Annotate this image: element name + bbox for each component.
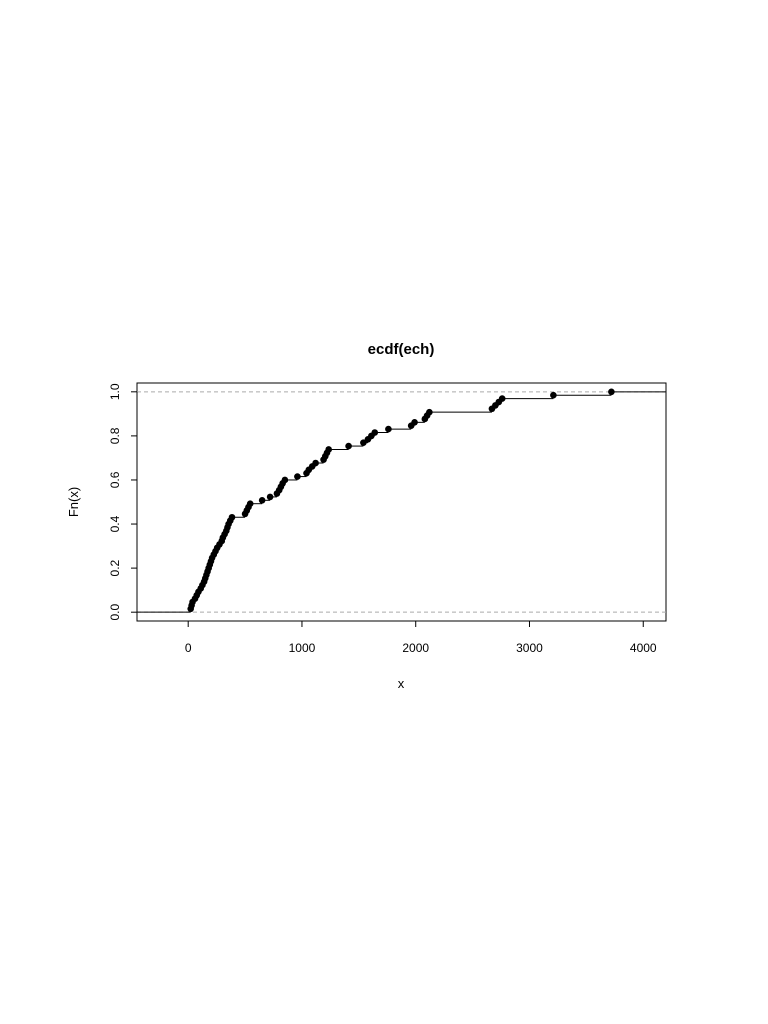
ecdf-point	[312, 459, 319, 467]
ecdf-point	[294, 473, 301, 480]
y-tick-label: 0.0	[108, 604, 122, 621]
y-tick-label: 0.8	[108, 427, 122, 444]
ecdf-point	[411, 419, 418, 426]
x-tick-label: 4000	[630, 641, 657, 655]
chart-title: ecdf(ech)	[368, 341, 435, 358]
ecdf-point	[345, 442, 352, 450]
x-tick-label: 3000	[516, 641, 543, 655]
ecdf-point	[385, 425, 392, 433]
x-axis-label: x	[398, 676, 405, 691]
ecdf-points	[187, 388, 615, 613]
ecdf-point	[325, 446, 332, 453]
y-tick-label: 1.0	[108, 383, 122, 400]
reference-lines	[137, 391, 666, 613]
ecdf-point	[360, 439, 367, 446]
ecdf-point	[281, 476, 289, 484]
y-tick-label: 0.2	[108, 559, 122, 576]
ecdf-point	[258, 497, 266, 504]
ecdf-point	[246, 500, 254, 507]
ecdf-point	[550, 391, 557, 399]
ecdf-point	[426, 408, 433, 416]
y-tick-label: 0.6	[108, 471, 122, 488]
ecdf-point	[608, 388, 615, 396]
ecdf-point	[498, 395, 506, 402]
x-tick-label: 2000	[402, 641, 429, 655]
y-tick-label: 0.4	[108, 515, 122, 532]
ecdf-point	[371, 429, 379, 436]
x-axis: 0 1000 2000 3000 4000	[185, 620, 657, 655]
x-tick-label: 0	[185, 641, 192, 655]
x-tick-label: 1000	[289, 641, 316, 655]
y-axis: 0.0 0.2 0.4 0.6 0.8 1.0	[108, 383, 138, 621]
ecdf-point	[266, 493, 274, 501]
y-axis-label: Fn(x)	[66, 487, 81, 517]
ecdf-steps	[137, 391, 666, 613]
ecdf-point	[228, 513, 236, 521]
plot-frame	[136, 382, 667, 622]
